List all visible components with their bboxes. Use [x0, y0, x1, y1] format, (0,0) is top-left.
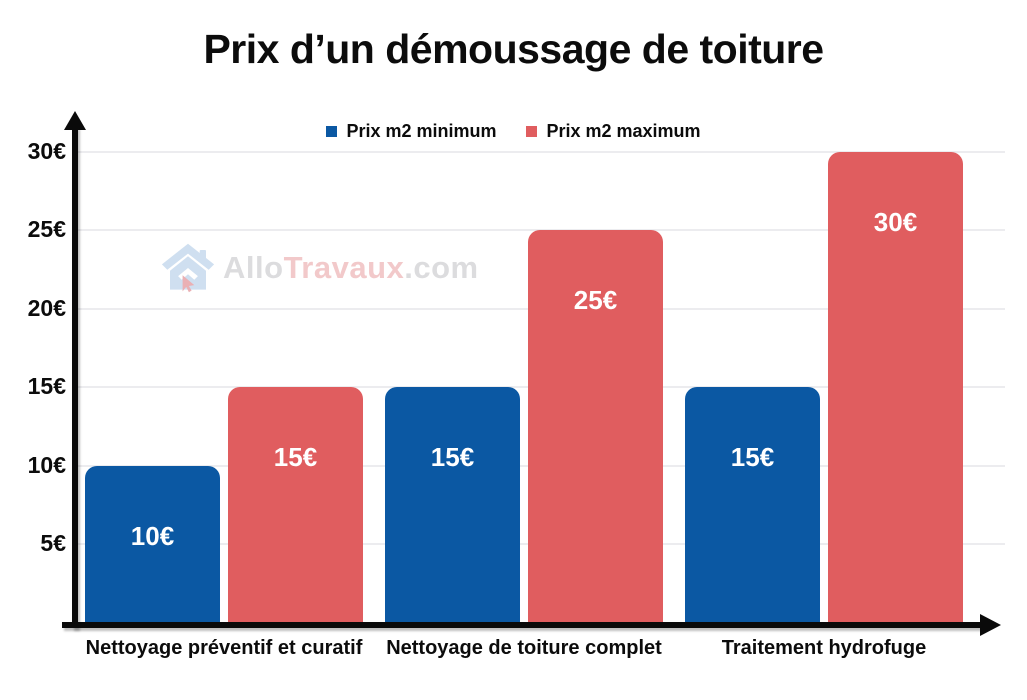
bar-value-label: 15€	[273, 442, 318, 472]
bar-value-label: 30€	[873, 207, 918, 237]
bar-value-label: 25€	[573, 285, 618, 315]
watermark-allo: Allo	[223, 250, 284, 285]
y-axis-arrow-icon	[64, 111, 86, 130]
x-category-label-1: Nettoyage de toiture complet	[386, 637, 662, 659]
gridline	[78, 151, 1005, 153]
watermark: AlloTravaux.com	[161, 241, 479, 295]
bar-minimum-2: 15€	[685, 387, 820, 625]
y-tick-label: 10€	[27, 452, 66, 478]
y-tick-label: 25€	[27, 216, 66, 242]
legend-item-maximum: Prix m2 maximum	[526, 121, 701, 142]
bar-minimum-0: 10€	[85, 466, 220, 625]
house-icon	[161, 243, 215, 293]
legend-label-maximum: Prix m2 maximum	[546, 121, 701, 141]
bar-value-label: 10€	[130, 521, 175, 551]
x-axis-arrow-icon	[980, 614, 1001, 636]
watermark-travaux: Travaux	[283, 250, 405, 285]
watermark-text: AlloTravaux.com	[223, 250, 479, 286]
y-tick-label: 20€	[27, 295, 66, 321]
chart-title: Prix d’un démoussage de toiture	[203, 26, 824, 72]
y-tick-label: 15€	[27, 373, 66, 399]
x-category-label-0: Nettoyage préventif et curatif	[85, 637, 363, 659]
bar-maximum-1: 25€	[528, 230, 663, 625]
x-axis-line	[62, 622, 982, 628]
y-tick-label: 30€	[27, 138, 66, 164]
y-axis-line	[72, 126, 78, 628]
bar-minimum-1: 15€	[385, 387, 520, 625]
watermark-com: .com	[404, 250, 479, 285]
bar-value-label: 15€	[730, 442, 775, 472]
x-category-label-2: Traitement hydrofuge	[721, 637, 927, 659]
legend: Prix m2 minimum Prix m2 maximum	[0, 121, 1027, 142]
bar-maximum-0: 15€	[228, 387, 363, 625]
legend-item-minimum: Prix m2 minimum	[326, 121, 496, 142]
bar-value-label: 15€	[430, 442, 475, 472]
legend-label-minimum: Prix m2 minimum	[346, 121, 497, 141]
y-tick-label: 5€	[40, 530, 66, 556]
bar-maximum-2: 30€	[828, 152, 963, 625]
legend-swatch-maximum	[526, 126, 538, 137]
legend-swatch-minimum	[326, 126, 338, 137]
